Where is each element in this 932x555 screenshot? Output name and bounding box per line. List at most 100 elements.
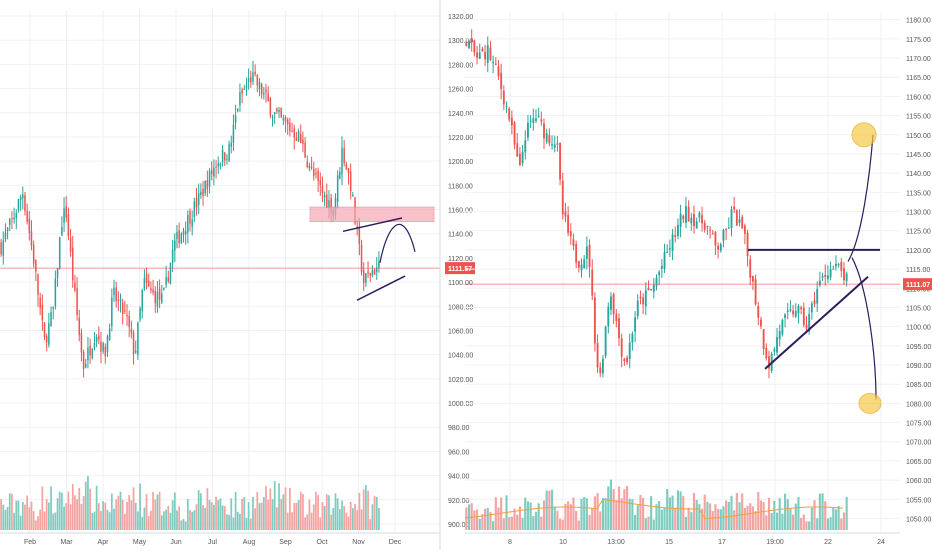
candle-body [762,329,765,349]
candle-body [165,277,167,285]
candle-body [730,209,733,229]
volume-bar [358,493,361,530]
candle-body [56,268,59,278]
volume-bar [180,520,183,530]
candle-body [302,139,304,145]
candle-body [315,172,317,175]
volume-bar [604,498,607,530]
candle-body [676,224,679,237]
right-chart-pane: 8 10 13:00 15 17 19:00 22 24 [464,12,900,546]
volume-bar [156,494,159,530]
volume-bar [154,499,157,530]
volume-bar [722,506,725,530]
candle-body [639,297,642,299]
candle-body [206,180,209,190]
candle-body [215,166,217,168]
volume-bar [108,512,111,530]
price-tick-label: 1160.00 [906,94,931,101]
candle-body [749,259,752,278]
volume-bar [754,511,757,530]
volume-bar [719,509,722,530]
candle-body [35,260,37,272]
volume-bar [169,512,172,530]
volume-bar [789,508,792,530]
volume-bar [478,518,481,530]
price-tick-label: 1040.00 [448,353,473,360]
volume-bar [206,488,209,530]
candle-body [213,167,215,177]
volume-bar [524,497,527,530]
volume-bar [572,497,575,530]
time-tick-label: 19:00 [766,539,784,546]
candle-body [636,300,639,317]
candle-body [273,112,276,115]
volume-bar [813,500,816,530]
resistance-zone [309,206,435,223]
candle-body [180,233,183,244]
candle-body [17,199,20,210]
volume-bar [39,509,42,530]
volume-bar [178,506,181,530]
price-tick-label: 1140.00 [906,171,931,178]
volume-bar [668,497,671,530]
candle-body [535,118,537,121]
candle-body [85,363,87,368]
volume-bar [743,507,746,530]
current-price-label: 1111.57 [448,266,472,273]
volume-bar [617,486,621,530]
volume-bar [160,515,163,530]
volume-bar [163,511,165,530]
volume-bar [306,514,309,530]
volume-bar [518,506,521,530]
candle-body [174,240,176,251]
candle-body [132,332,135,355]
candle-body [660,265,663,269]
candle-body [727,227,730,229]
volume-bar [655,504,658,530]
volume-bar [497,507,500,530]
volume-bar [69,504,72,530]
candle-body [80,332,83,353]
candle-body [313,168,315,176]
candle-body [74,282,76,291]
volume-bar [532,516,535,530]
price-tick-label: 1165.00 [906,75,931,82]
candle-body [835,264,837,267]
candle-body [813,300,816,304]
volume-bar [0,499,2,530]
volume-bar [228,514,230,530]
candle-body [134,350,137,353]
volume-bar [176,510,178,530]
volume-bar [71,484,74,530]
volume-bar [213,504,215,530]
volume-bar [676,490,679,530]
volume-bar [508,517,511,530]
volume-bar [47,502,50,530]
candle-body [473,40,476,53]
volume-bar [221,505,224,530]
volume-bar [601,498,605,530]
candle-body [282,118,285,121]
candle-body [492,61,495,64]
volume-bar [824,501,827,530]
volume-bar [345,512,348,530]
volume-bar [226,514,228,530]
candle-body [540,119,543,122]
candle-body [709,229,712,231]
time-tick-label: 15 [665,539,673,546]
candle-body [336,175,339,202]
volume-bar [816,518,819,530]
volume-bar [315,491,317,530]
volume-bar [767,497,771,530]
volume-bar [76,499,78,530]
price-tick-label: 1065.00 [906,459,931,466]
candle-body [596,343,599,368]
volume-bar [708,503,712,530]
candle-body [280,107,282,117]
volume-bar [818,493,821,530]
volume-bar [199,493,202,530]
candle-body [556,143,559,145]
candle-body [54,278,57,307]
volume-bar [492,521,495,530]
volume-bar [186,498,189,530]
